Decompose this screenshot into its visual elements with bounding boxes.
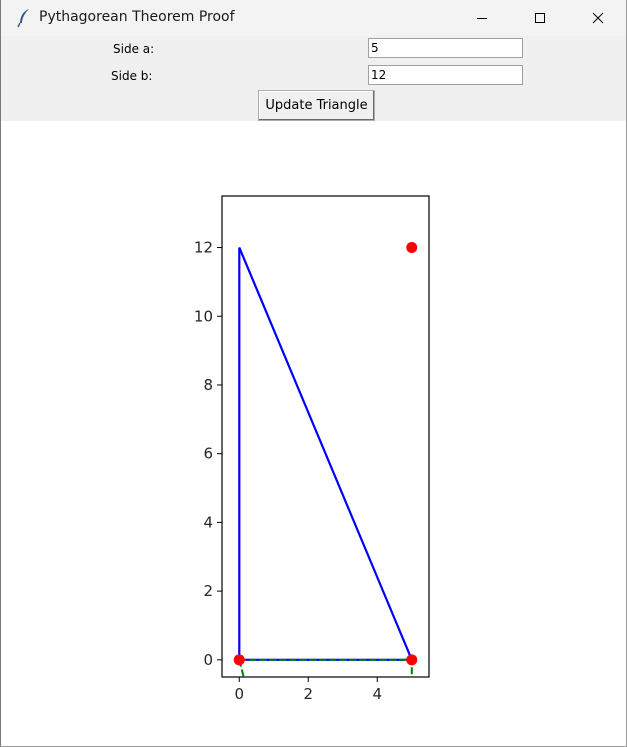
series-line-1 — [239, 658, 413, 677]
y-tick-label: 0 — [203, 651, 213, 669]
feather-icon — [17, 9, 29, 28]
controls-panel: Side a: Side b: Update Triangle — [1, 36, 626, 121]
side-b-input[interactable] — [368, 65, 523, 85]
series-line-0 — [238, 247, 414, 661]
y-tick-label: 10 — [194, 307, 213, 325]
triangle-chart: 0 2 4 0 2 4 6 8 10 12 — [194, 195, 430, 703]
scatter-point — [406, 654, 418, 666]
scatter-point — [406, 242, 418, 254]
close-button[interactable] — [575, 0, 621, 36]
side-b-label: Side b: — [111, 69, 153, 83]
plot-canvas: 0 2 4 0 2 4 6 8 10 12 — [1, 121, 626, 746]
y-tick-label: 6 — [203, 445, 213, 463]
plot-data-group — [233, 242, 418, 677]
side-a-input[interactable] — [368, 38, 523, 58]
minimize-icon — [477, 18, 487, 19]
x-tick-label: 4 — [372, 685, 382, 703]
maximize-icon — [535, 13, 545, 23]
maximize-button[interactable] — [517, 0, 563, 36]
window-title: Pythagorean Theorem Proof — [39, 9, 235, 25]
update-triangle-button[interactable]: Update Triangle — [258, 90, 375, 121]
x-tick-label: 2 — [303, 685, 313, 703]
title-bar[interactable]: Pythagorean Theorem Proof — [1, 0, 626, 36]
close-icon — [592, 12, 604, 24]
axes-frame — [221, 195, 430, 678]
x-tick-label: 0 — [234, 685, 244, 703]
y-tick-label: 2 — [203, 582, 213, 600]
y-tick-label: 8 — [203, 376, 213, 394]
y-tick-label: 12 — [194, 239, 213, 257]
minimize-button[interactable] — [459, 0, 505, 36]
side-a-label: Side a: — [113, 42, 155, 56]
y-tick-label: 4 — [203, 513, 213, 531]
scatter-point — [233, 654, 245, 666]
